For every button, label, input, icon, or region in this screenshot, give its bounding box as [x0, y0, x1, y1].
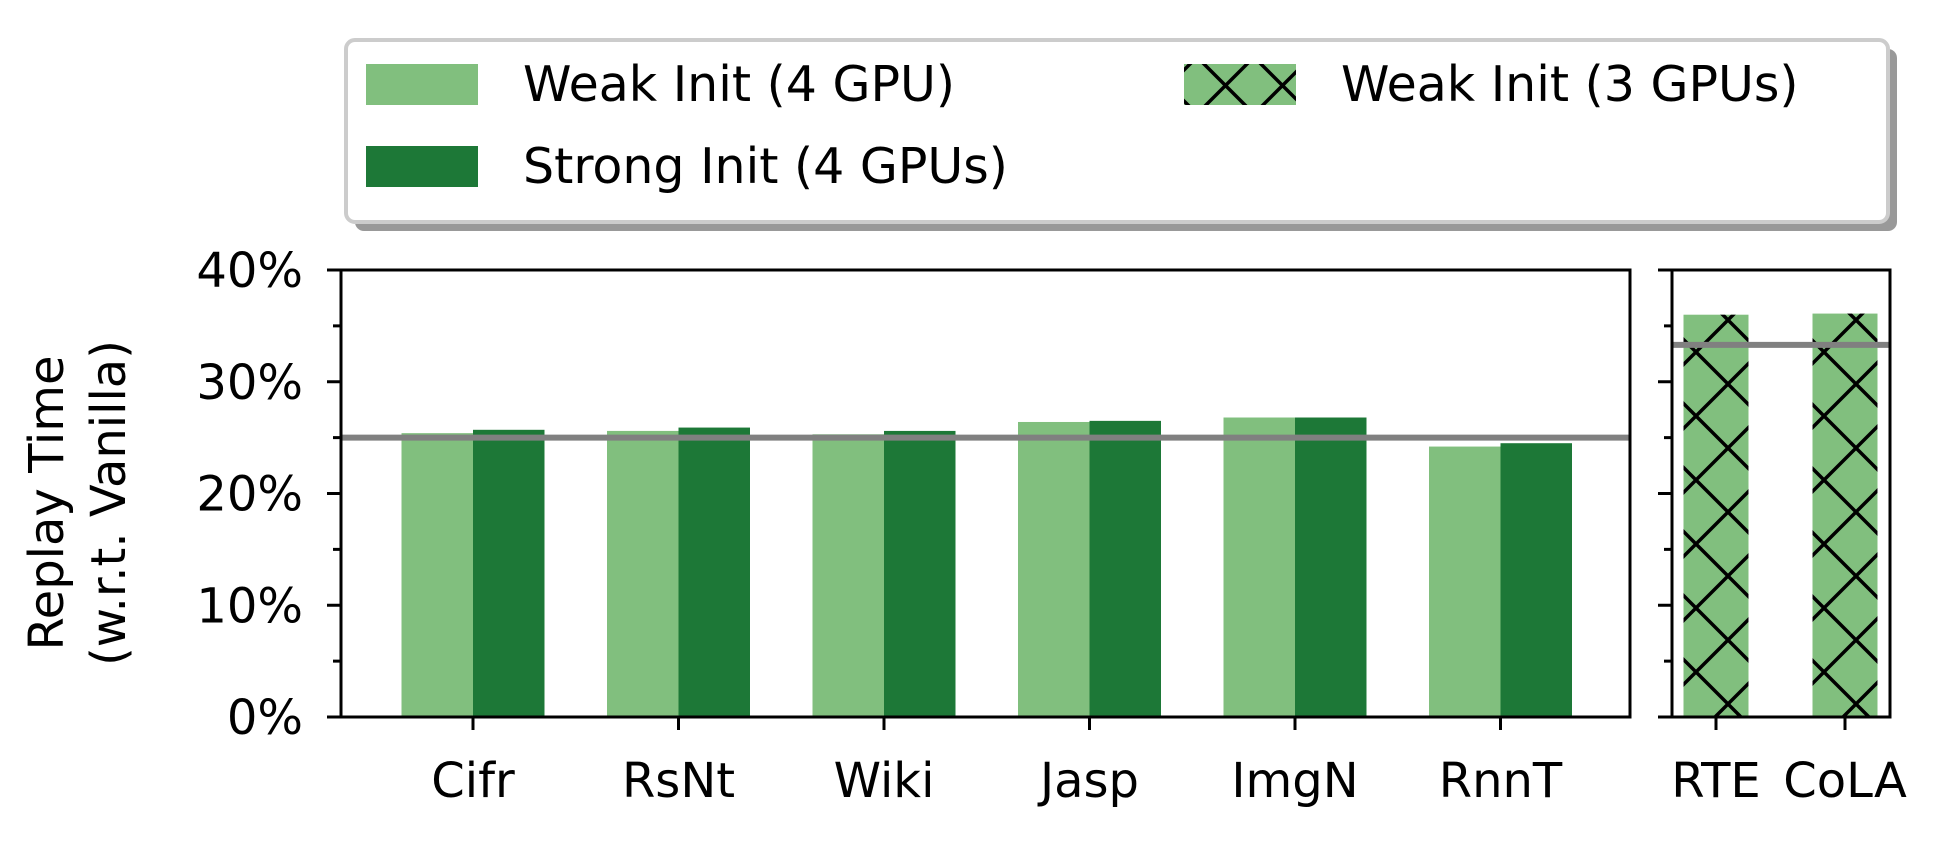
legend-swatch-weak-3gpu-hatch: [1184, 64, 1296, 105]
x-tick-label-cifr: Cifr: [431, 753, 515, 809]
bar-strong-rnnt: [1500, 443, 1572, 717]
bar-hatch-rte: [1683, 314, 1749, 717]
bar-weak-imgn: [1223, 417, 1295, 717]
bar-strong-imgn: [1295, 417, 1367, 717]
left-bars: [401, 417, 1572, 717]
legend-label-weak-3gpu: Weak Init (3 GPUs): [1341, 56, 1799, 113]
x-tick-label-jasp: Jasp: [1037, 753, 1139, 809]
bar-strong-cifr: [473, 429, 545, 717]
legend: Weak Init (4 GPU) Strong Init (4 GPUs) W…: [344, 38, 1897, 231]
y-axis-title-line1: Replay Time: [19, 355, 75, 650]
bar-weak-wiki: [812, 434, 884, 717]
y-tick-label: 10%: [196, 578, 303, 634]
legend-swatch-weak-4gpu: [366, 64, 478, 105]
legend-frame: [344, 38, 1890, 224]
bar-weak-jasp: [1018, 421, 1090, 717]
bar-weak-rsnt: [607, 430, 679, 717]
y-tick-label: 0%: [227, 690, 303, 746]
legend-label-weak-4gpu: Weak Init (4 GPU): [523, 56, 955, 113]
y-tick-label: 40%: [196, 243, 303, 299]
y-tick-label: 30%: [196, 355, 303, 411]
right-bars: [1683, 313, 1878, 717]
bar-strong-wiki: [884, 430, 956, 717]
bar-hatch-cola: [1812, 313, 1878, 717]
bar-weak-cifr: [401, 433, 473, 717]
bar-strong-rsnt: [678, 427, 750, 717]
x-tick-label-rsnt: RsNt: [622, 753, 735, 809]
right-panel: RTE CoLA: [1658, 268, 1907, 809]
x-tick-label-imgn: ImgN: [1231, 753, 1358, 809]
x-tick-label-rnnt: RnnT: [1439, 753, 1563, 809]
x-tick-label-rte: RTE: [1671, 753, 1761, 809]
y-tick-label: 20%: [196, 467, 303, 523]
left-panel: Cifr RsNt Wiki Jasp ImgN RnnT 0% 10% 20% 30% 40%: [196, 243, 1632, 809]
x-tick-label-cola: CoLA: [1783, 753, 1907, 809]
legend-label-strong-4gpu: Strong Init (4 GPUs): [523, 138, 1008, 195]
x-tick-label-wiki: Wiki: [834, 753, 935, 809]
bar-strong-jasp: [1089, 420, 1161, 717]
legend-swatch-strong-4gpu: [366, 146, 478, 187]
y-axis-title-line2: (w.r.t. Vanilla): [81, 340, 137, 666]
bar-weak-rnnt: [1429, 446, 1501, 717]
